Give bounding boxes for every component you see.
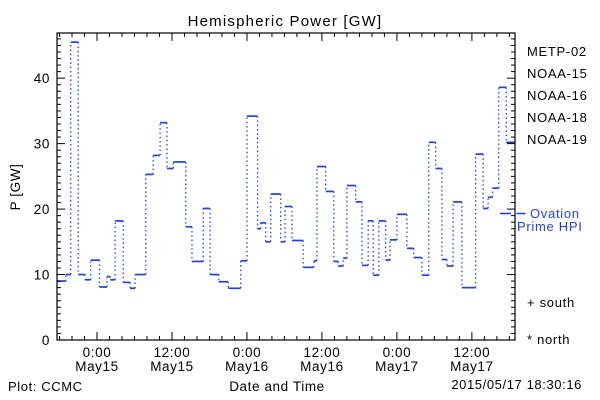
plot-source-label: Plot: CCMC bbox=[8, 379, 83, 394]
y-tick-label: 10 bbox=[34, 268, 50, 283]
x-tick-label-date: May17 bbox=[375, 359, 419, 374]
plot-timestamp: 2015/05/17 18:30:16 bbox=[451, 377, 582, 392]
north-marker-legend: * north bbox=[527, 332, 570, 347]
axis-ticks bbox=[57, 33, 515, 341]
legend-item-noaa-18: NOAA-18 bbox=[527, 110, 588, 125]
x-tick-label-time: 12:00 bbox=[304, 345, 341, 360]
axis-tick-labels: 0102030400:00May1512:00May150:00May1612:… bbox=[34, 71, 494, 374]
legend-item-noaa-15: NOAA-15 bbox=[527, 66, 588, 81]
plot-frame bbox=[56, 32, 516, 341]
x-tick-label-time: 12:00 bbox=[453, 345, 490, 360]
legend-item-noaa-19: NOAA-19 bbox=[527, 132, 588, 147]
south-marker-legend: + south bbox=[527, 295, 575, 310]
satellite-legend: METP-02 NOAA-15 NOAA-16 NOAA-18 NOAA-19 bbox=[527, 44, 588, 147]
chart-title: Hemispheric Power [GW] bbox=[188, 13, 383, 30]
x-tick-label-time: 12:00 bbox=[154, 345, 191, 360]
x-tick-label-date: May15 bbox=[150, 359, 194, 374]
x-tick-label-time: 0:00 bbox=[83, 345, 112, 360]
x-tick-label-date: May16 bbox=[300, 359, 344, 374]
y-tick-label: 40 bbox=[34, 71, 50, 86]
x-tick-label-date: May16 bbox=[225, 359, 269, 374]
x-tick-label-date: May15 bbox=[75, 359, 119, 374]
ovation-legend-line1: Ovation bbox=[530, 206, 580, 221]
legend-item-metp-02: METP-02 bbox=[527, 44, 587, 59]
y-tick-label: 20 bbox=[34, 202, 50, 217]
y-axis-label: P [GW] bbox=[8, 164, 23, 211]
x-axis-label: Date and Time bbox=[229, 379, 325, 394]
x-tick-label-time: 0:00 bbox=[383, 345, 412, 360]
hpi-step-line bbox=[57, 41, 515, 290]
ovation-legend: Ovation Prime HPI bbox=[500, 206, 583, 234]
legend-item-noaa-16: NOAA-16 bbox=[527, 88, 588, 103]
x-tick-label-date: May17 bbox=[450, 359, 494, 374]
x-tick-label-time: 0:00 bbox=[233, 345, 262, 360]
y-tick-label: 0 bbox=[42, 333, 50, 348]
ovation-legend-line2: Prime HPI bbox=[517, 219, 583, 234]
y-tick-label: 30 bbox=[34, 137, 50, 152]
